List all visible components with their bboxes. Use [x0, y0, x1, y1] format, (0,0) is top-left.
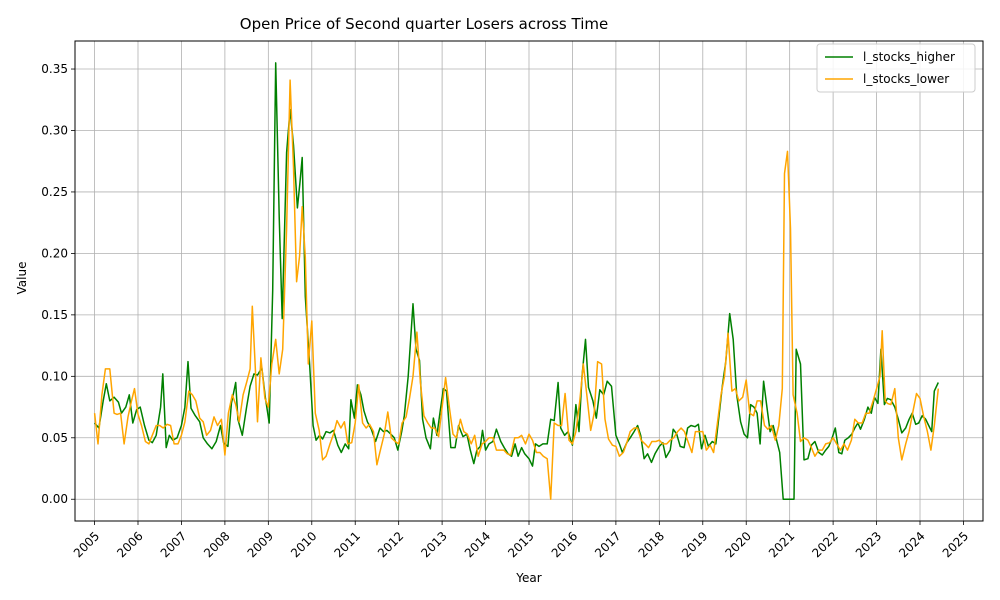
series-layer — [93, 62, 940, 500]
x-tick-label: 2020 — [723, 529, 754, 560]
x-tick-label: 2007 — [158, 529, 189, 560]
x-tick-label: 2013 — [418, 529, 449, 560]
x-tick-label: 2009 — [245, 529, 276, 560]
y-tick-label: 0.15 — [41, 308, 68, 322]
x-tick-label: 2008 — [201, 529, 232, 560]
x-tick-label: 2025 — [940, 529, 971, 560]
y-axis: 0.00 0.05 0.10 0.15 0.20 0.25 0.30 0.35 — [41, 62, 75, 506]
x-axis: 2005 2006 2007 2008 2009 2010 2011 2012 2013 2014… — [71, 521, 971, 560]
y-tick-label: 0.05 — [41, 431, 68, 445]
y-tick-label: 0.35 — [41, 62, 68, 76]
y-axis-label: Value — [15, 262, 29, 295]
series-line-l_stocks_lower — [93, 79, 940, 500]
y-tick-label: 0.30 — [41, 123, 68, 137]
x-tick-label: 2024 — [896, 529, 927, 560]
x-tick-label: 2012 — [375, 529, 406, 560]
y-tick-label: 0.10 — [41, 369, 68, 383]
y-tick-label: 0.00 — [41, 492, 68, 506]
series-line-l_stocks_higher — [94, 62, 939, 500]
x-tick-label: 2017 — [592, 529, 623, 560]
x-tick-label: 2011 — [331, 529, 362, 560]
y-tick-label: 0.20 — [41, 246, 68, 260]
y-tick-label: 0.25 — [41, 185, 68, 199]
x-tick-label: 2010 — [288, 529, 319, 560]
legend-label: l_stocks_higher — [863, 50, 955, 64]
x-tick-label: 2023 — [853, 529, 884, 560]
x-tick-label: 2016 — [549, 529, 580, 560]
chart-title: Open Price of Second quarter Losers acro… — [240, 15, 608, 33]
x-tick-label: 2018 — [636, 529, 667, 560]
x-tick-label: 2005 — [71, 529, 102, 560]
x-axis-label: Year — [515, 571, 541, 585]
x-tick-label: 2015 — [505, 529, 536, 560]
legend-box — [816, 43, 976, 93]
x-tick-label: 2022 — [809, 529, 840, 560]
legend: l_stocks_higher l_stocks_lower — [816, 43, 976, 93]
x-tick-label: 2006 — [114, 529, 145, 560]
x-tick-label: 2021 — [766, 529, 797, 560]
x-tick-label: 2019 — [679, 529, 710, 560]
legend-label: l_stocks_lower — [863, 72, 949, 86]
x-tick-label: 2014 — [462, 529, 493, 560]
